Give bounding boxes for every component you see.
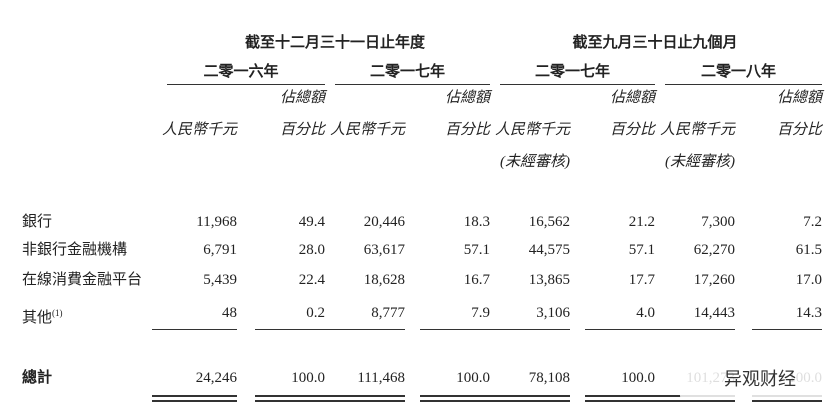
subtotal-rule: [152, 329, 237, 330]
cell: 21.2: [628, 214, 655, 230]
row-label: 非銀行金融機構: [22, 242, 128, 258]
cell: 8,777: [371, 305, 405, 321]
cell: 18.3: [463, 214, 490, 230]
total-cell: 100.0: [456, 370, 490, 386]
total-rule: [752, 400, 822, 402]
total-rule: [320, 395, 405, 397]
column-header: 佔總額: [776, 90, 822, 106]
cell: 57.1: [628, 242, 655, 258]
column-header: 人民幣千元: [659, 122, 735, 138]
total-rule: [650, 400, 735, 402]
group-header: 截至十二月三十一日止年度: [244, 35, 425, 51]
cell: 44,575: [528, 242, 570, 258]
cell: 16,562: [528, 214, 570, 230]
year-header: 二零一七年: [369, 64, 445, 80]
total-rule: [152, 395, 237, 397]
subtotal-rule: [650, 329, 735, 330]
column-header: 佔總額: [279, 90, 325, 106]
subtotal-rule: [255, 329, 325, 330]
total-rule: [485, 400, 570, 402]
subtotal-rule: [420, 329, 490, 330]
cell: 16.7: [463, 272, 490, 288]
year-underline: [665, 84, 822, 85]
cell: 7.9: [471, 305, 490, 321]
year-underline: [500, 84, 655, 85]
total-rule: [152, 400, 237, 402]
total-cell: 111,468: [357, 370, 405, 386]
column-header: (未經審核): [500, 154, 570, 170]
cell: 62,270: [693, 242, 735, 258]
year-header: 二零一八年: [700, 64, 776, 80]
cell: 61.5: [795, 242, 822, 258]
cell: 14,443: [693, 305, 735, 321]
cell: 17.0: [795, 272, 822, 288]
column-header: 人民幣千元: [494, 122, 570, 138]
row-label: 銀行: [22, 214, 53, 230]
cell: 3,106: [536, 305, 570, 321]
year-header: 二零一六年: [203, 64, 279, 80]
total-rule: [585, 400, 655, 402]
cell: 28.0: [298, 242, 325, 258]
cell: 7,300: [701, 214, 735, 230]
column-header: 百分比: [279, 122, 325, 138]
total-rule: [320, 400, 405, 402]
total-rule: [585, 395, 655, 397]
total-rule: [255, 395, 325, 397]
year-header: 二零一七年: [534, 64, 610, 80]
column-header: 人民幣千元: [329, 122, 405, 138]
column-header: 佔總額: [444, 90, 490, 106]
total-rule: [485, 395, 570, 397]
subtotal-rule: [485, 329, 570, 330]
cell: 49.4: [298, 214, 325, 230]
total-cell: 78,108: [528, 370, 570, 386]
column-header: 百分比: [776, 122, 822, 138]
cell: 22.4: [298, 272, 325, 288]
column-header: 百分比: [444, 122, 490, 138]
cell: 14.3: [795, 305, 822, 321]
total-cell: 24,246: [195, 370, 237, 386]
cell: 6,791: [203, 242, 237, 258]
subtotal-rule: [752, 329, 822, 330]
footnote-marker: (1): [52, 308, 63, 318]
year-underline: [335, 84, 490, 85]
cell: 7.2: [803, 214, 822, 230]
group-header: 截至九月三十日止九個月: [572, 35, 738, 51]
cell: 13,865: [528, 272, 570, 288]
cell: 17.7: [628, 272, 655, 288]
total-cell: 100.0: [291, 370, 325, 386]
cell: 18,628: [363, 272, 405, 288]
year-underline: [167, 84, 325, 85]
subtotal-rule: [585, 329, 655, 330]
cell: 17,260: [693, 272, 735, 288]
total-rule: [255, 400, 325, 402]
column-header: 百分比: [609, 122, 655, 138]
cell: 4.0: [636, 305, 655, 321]
subtotal-rule: [320, 329, 405, 330]
watermark: 异观财经: [680, 360, 840, 400]
cell: 48: [222, 305, 237, 321]
cell: 0.2: [306, 305, 325, 321]
row-label: 其他(1): [22, 308, 63, 326]
total-cell: 100.0: [621, 370, 655, 386]
total-rule: [420, 395, 490, 397]
cell: 20,446: [363, 214, 405, 230]
cell: 11,968: [196, 214, 237, 230]
row-label: 在線消費金融平台: [22, 272, 143, 288]
cell: 57.1: [463, 242, 490, 258]
column-header: (未經審核): [665, 154, 735, 170]
cell: 63,617: [363, 242, 405, 258]
column-header: 人民幣千元: [161, 122, 237, 138]
total-label: 總計: [22, 370, 53, 386]
total-rule: [420, 400, 490, 402]
column-header: 佔總額: [609, 90, 655, 106]
cell: 5,439: [203, 272, 237, 288]
